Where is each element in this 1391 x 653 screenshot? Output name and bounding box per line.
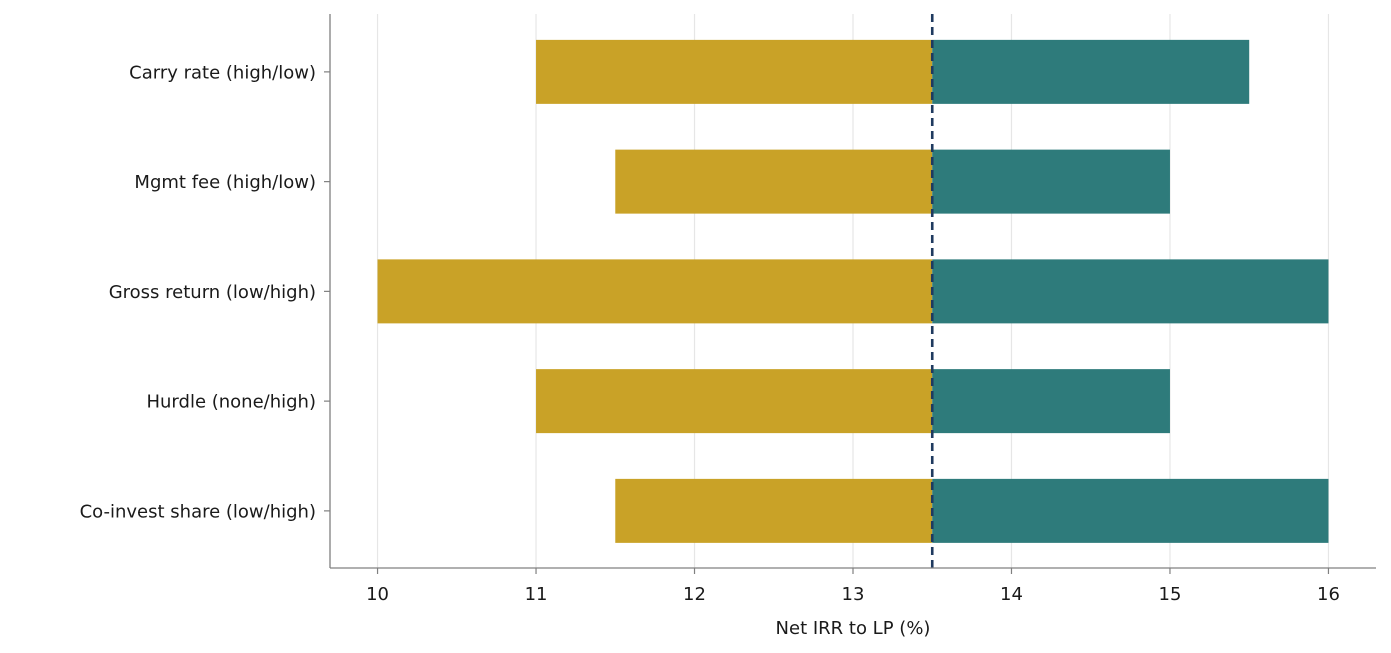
bar-right xyxy=(932,259,1329,324)
x-tick-label: 14 xyxy=(1000,584,1023,605)
category-label: Mgmt fee (high/low) xyxy=(134,172,316,193)
bar-left xyxy=(536,369,933,434)
x-tick-label: 16 xyxy=(1317,584,1340,605)
category-label: Hurdle (none/high) xyxy=(146,392,316,413)
x-tick-label: 13 xyxy=(842,584,865,605)
category-label: Carry rate (high/low) xyxy=(129,62,316,83)
bar-left xyxy=(615,478,933,543)
bars xyxy=(377,39,1329,543)
x-tick-label: 10 xyxy=(366,584,389,605)
bar-right xyxy=(932,149,1170,214)
bar-left xyxy=(615,149,933,214)
bar-right xyxy=(932,39,1250,104)
bar-left xyxy=(536,39,933,104)
bar-right xyxy=(932,369,1170,434)
labels: Net IRR to LP (%) Carry rate (high/low) M… xyxy=(80,62,1340,639)
x-tick-label: 15 xyxy=(1159,584,1182,605)
x-axis-label: Net IRR to LP (%) xyxy=(776,618,931,639)
x-tick-label: 12 xyxy=(683,584,706,605)
bar-right xyxy=(932,478,1329,543)
x-tick-label: 11 xyxy=(525,584,548,605)
category-label: Gross return (low/high) xyxy=(109,282,316,303)
bar-left xyxy=(377,259,933,324)
category-label: Co-invest share (low/high) xyxy=(80,501,316,522)
axes xyxy=(324,14,1376,574)
